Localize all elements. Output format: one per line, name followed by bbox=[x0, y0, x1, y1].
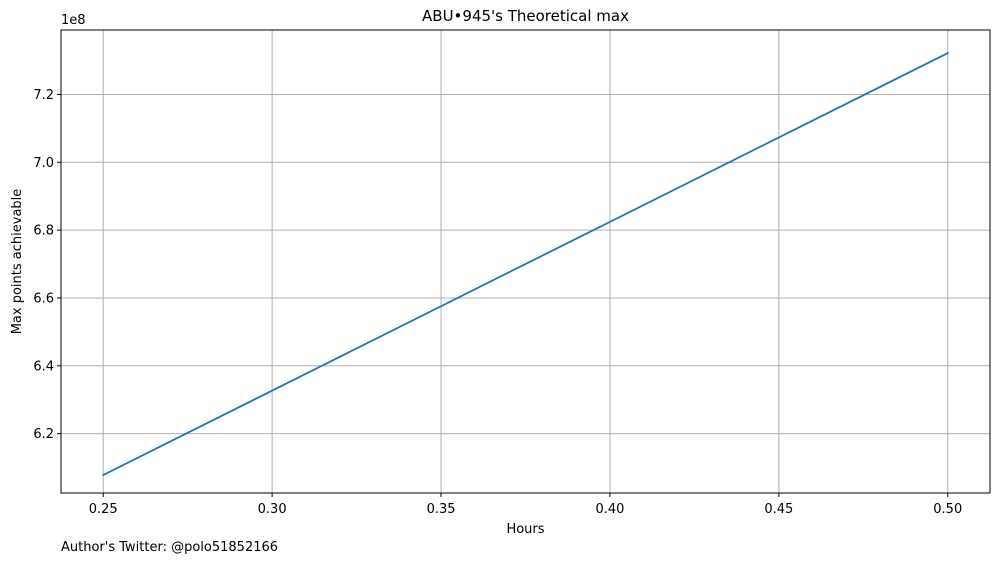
y-tick-label: 6.4 bbox=[33, 359, 54, 374]
y-tick-label: 6.2 bbox=[33, 427, 54, 442]
chart-title: ABU•945's Theoretical max bbox=[422, 7, 629, 25]
x-tick-label: 0.30 bbox=[258, 502, 287, 517]
x-tick-label: 0.25 bbox=[89, 502, 118, 517]
series-line bbox=[102, 51, 949, 477]
x-tick-label: 0.45 bbox=[764, 502, 793, 517]
y-tick-label: 7.2 bbox=[33, 88, 54, 103]
x-axis: 0.25 0.30 0.35 0.40 0.45 0.50 bbox=[89, 493, 962, 517]
y-tick-label: 7.0 bbox=[33, 156, 54, 171]
x-tick-label: 0.50 bbox=[933, 502, 962, 517]
plot-frame bbox=[60, 29, 991, 494]
y-axis: 6.2 6.4 6.6 6.8 7.0 7.2 bbox=[33, 88, 61, 442]
y-axis-label: Max points achievable bbox=[10, 189, 25, 335]
y-tick-label: 6.8 bbox=[33, 224, 54, 239]
grid bbox=[61, 30, 990, 493]
series-layer bbox=[102, 51, 949, 477]
x-tick-label: 0.35 bbox=[427, 502, 456, 517]
x-axis-label: Hours bbox=[506, 522, 544, 537]
author-footer: Author's Twitter: @polo51852166 bbox=[61, 540, 278, 555]
y-tick-label: 6.6 bbox=[33, 291, 54, 306]
x-tick-label: 0.40 bbox=[595, 502, 624, 517]
y-offset-label: 1e8 bbox=[61, 13, 86, 28]
